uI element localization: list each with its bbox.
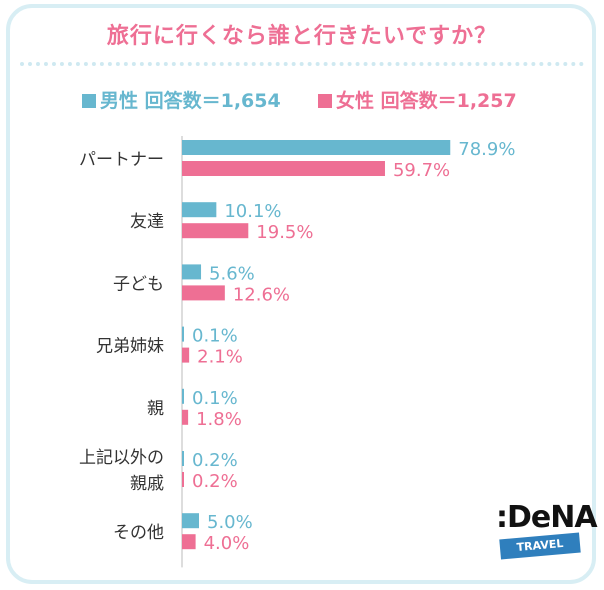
dotted-divider xyxy=(20,62,584,66)
legend-female-swatch xyxy=(318,94,332,108)
bar-female xyxy=(182,347,190,363)
legend-male-swatch xyxy=(82,94,96,108)
legend-male-label: 男性 回答数＝1,654 xyxy=(100,90,281,112)
bar-male xyxy=(182,140,451,155)
bar-female xyxy=(182,285,225,301)
data-label-male: 0.2% xyxy=(192,450,238,471)
category-label: 親戚 xyxy=(130,474,164,494)
bar-male xyxy=(182,388,184,404)
category-label: 兄弟姉妹 xyxy=(96,337,164,357)
data-label-female: 4.0% xyxy=(204,533,250,554)
bar-female xyxy=(182,223,249,239)
category-label: 子ども xyxy=(113,274,164,294)
logo-sub-text: TRAVEL xyxy=(499,532,581,560)
data-label-male: 78.9% xyxy=(458,139,515,160)
category-label: その他 xyxy=(113,523,164,543)
data-label-male: 0.1% xyxy=(192,388,238,409)
bar-male xyxy=(182,451,184,466)
dena-travel-logo: :DeNA TRAVEL xyxy=(496,500,598,562)
chart-frame xyxy=(6,4,596,584)
data-label-female: 0.2% xyxy=(192,471,238,492)
data-label-male: 10.1% xyxy=(224,201,281,222)
category-label: 親 xyxy=(147,399,164,419)
data-label-female: 19.5% xyxy=(256,222,313,243)
data-label-female: 1.8% xyxy=(196,409,242,430)
bar-female xyxy=(182,409,189,425)
legend-female-label: 女性 回答数＝1,257 xyxy=(336,90,517,112)
category-label: パートナー xyxy=(79,150,164,170)
legend-female: 女性 回答数＝1,257 xyxy=(318,86,517,113)
bar-male xyxy=(182,513,199,529)
bar-male xyxy=(182,202,217,218)
bar-female xyxy=(182,534,196,550)
data-label-female: 59.7% xyxy=(393,160,450,181)
data-label-female: 2.1% xyxy=(197,347,243,368)
bar-male xyxy=(182,264,202,280)
bar-female xyxy=(182,472,184,487)
logo-main-text: :DeNA xyxy=(496,500,598,535)
data-label-male: 5.0% xyxy=(207,512,253,533)
legend-male: 男性 回答数＝1,654 xyxy=(82,86,281,113)
category-label: 上記以外の xyxy=(79,448,164,468)
bar-female xyxy=(182,161,385,176)
bar-male xyxy=(182,326,184,342)
category-label: 友達 xyxy=(130,212,164,232)
data-label-male: 0.1% xyxy=(192,326,238,347)
data-label-male: 5.6% xyxy=(209,263,255,284)
data-label-female: 12.6% xyxy=(233,284,290,305)
chart-title: 旅行に行くなら誰と行きたいですか？ xyxy=(106,24,498,49)
